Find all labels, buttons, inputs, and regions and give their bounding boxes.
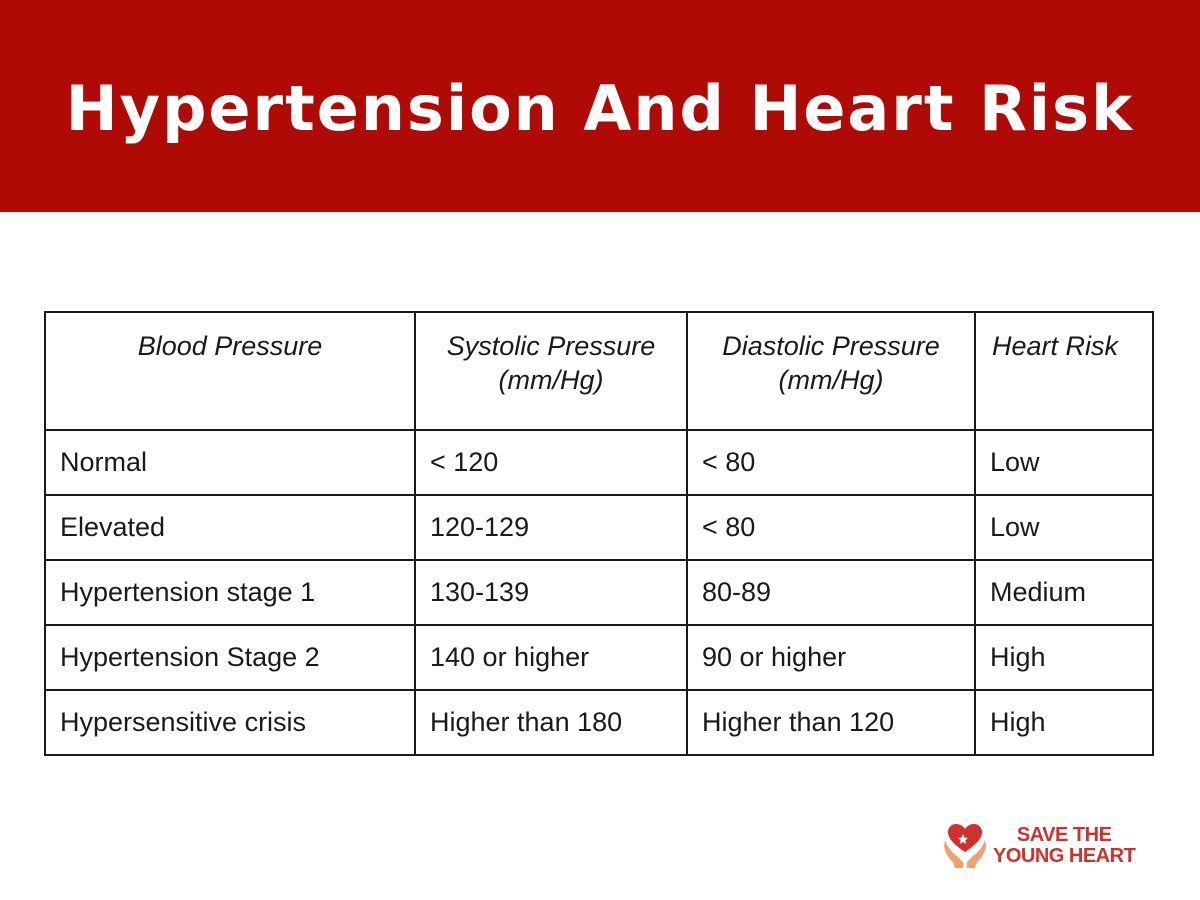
brand-name: SAVE THE YOUNG HEART <box>993 824 1136 867</box>
table-cell: < 80 <box>686 494 976 561</box>
table-cell: Elevated <box>44 494 416 561</box>
brand-logo: SAVE THE YOUNG HEART <box>943 820 1158 872</box>
header-text: Heart Risk <box>992 331 1119 361</box>
header-text: Systolic Pressure <box>446 331 656 361</box>
table-row: Hypertension stage 1 130-139 80-89 Mediu… <box>44 559 1154 626</box>
header-cell-heart-risk: Heart Risk <box>974 311 1154 431</box>
table-cell: Higher than 120 <box>686 689 976 756</box>
table-header-row: Blood Pressure Systolic Pressure (mm/Hg)… <box>44 311 1154 431</box>
header-cell-systolic: Systolic Pressure (mm/Hg) <box>414 311 688 431</box>
star-shape <box>958 834 968 844</box>
table-cell: Low <box>974 429 1154 496</box>
header-text: Diastolic Pressure <box>722 331 940 361</box>
table-cell: 90 or higher <box>686 624 976 691</box>
header-unit: (mm/Hg) <box>498 365 604 395</box>
left-hand-shape <box>944 840 963 868</box>
brand-line-2: YOUNG HEART <box>993 845 1136 867</box>
table-cell: Hypersensitive crisis <box>44 689 416 756</box>
blood-pressure-table: Blood Pressure Systolic Pressure (mm/Hg)… <box>44 311 1154 756</box>
right-hand-shape <box>967 840 986 868</box>
table-cell: High <box>974 689 1154 756</box>
table-cell: < 120 <box>414 429 688 496</box>
header-cell-diastolic: Diastolic Pressure (mm/Hg) <box>686 311 976 431</box>
table-row: Hypertension Stage 2 140 or higher 90 or… <box>44 624 1154 691</box>
table-cell: Low <box>974 494 1154 561</box>
header-text: Blood Pressure <box>137 331 323 361</box>
header-band: Hypertension And Heart Risk <box>0 0 1200 212</box>
table-row: Hypersensitive crisis Higher than 180 Hi… <box>44 689 1154 756</box>
table-cell: High <box>974 624 1154 691</box>
table-cell: Medium <box>974 559 1154 626</box>
table-container: Blood Pressure Systolic Pressure (mm/Hg)… <box>44 311 1154 756</box>
brand-line-1: SAVE THE <box>1016 824 1112 846</box>
table-cell: 80-89 <box>686 559 976 626</box>
heart-in-hands-icon <box>944 824 986 868</box>
header-unit: (mm/Hg) <box>778 365 884 395</box>
table-cell: Higher than 180 <box>414 689 688 756</box>
table-cell: < 80 <box>686 429 976 496</box>
header-cell-blood-pressure: Blood Pressure <box>44 311 416 431</box>
table-cell: 120-129 <box>414 494 688 561</box>
table-row: Normal < 120 < 80 Low <box>44 429 1154 496</box>
table-cell: 140 or higher <box>414 624 688 691</box>
table-cell: Hypertension stage 1 <box>44 559 416 626</box>
table-cell: 130-139 <box>414 559 688 626</box>
table-cell: Normal <box>44 429 416 496</box>
table-cell: Hypertension Stage 2 <box>44 624 416 691</box>
page-title: Hypertension And Heart Risk <box>65 71 1135 145</box>
table-row: Elevated 120-129 < 80 Low <box>44 494 1154 561</box>
